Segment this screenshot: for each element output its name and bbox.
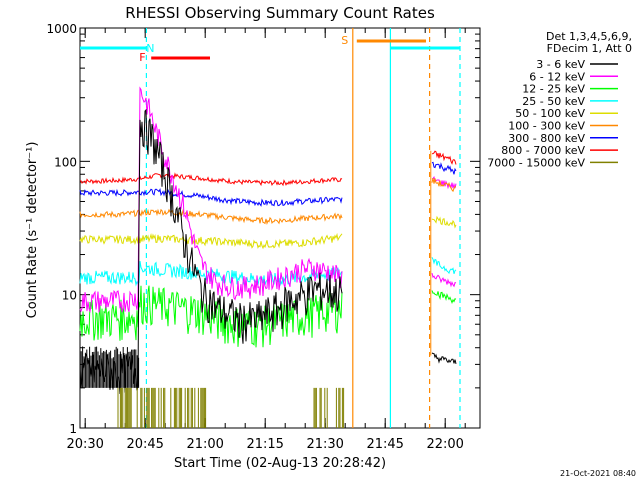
x-tick-label: 21:45 xyxy=(366,437,403,452)
x-tick-label: 21:00 xyxy=(186,437,223,452)
legend-header-2: FDecim 1, Att 0 xyxy=(547,42,632,55)
late-series-line xyxy=(431,272,457,288)
legend-header-1: Det 1,3,4,5,6,9, xyxy=(546,30,632,43)
chart-title: RHESSI Observing Summary Count Rates xyxy=(125,4,435,22)
series-7000-15000kev xyxy=(313,387,328,428)
late-series-line xyxy=(431,161,457,175)
x-tick-label: 21:15 xyxy=(246,437,283,452)
late-series-line xyxy=(431,177,456,193)
legend-label: 800 - 7000 keV xyxy=(501,144,585,157)
y-tick-label: 10 xyxy=(62,289,77,303)
x-tick-label: 21:30 xyxy=(306,437,343,452)
x-tick-label: 20:30 xyxy=(66,437,103,452)
series-line xyxy=(79,86,343,314)
series-line xyxy=(79,171,343,187)
series-7000-15000kev xyxy=(117,387,207,428)
late-series-line xyxy=(431,290,457,305)
late-series-line xyxy=(431,257,457,275)
series-line xyxy=(79,208,343,226)
series-line xyxy=(79,108,343,395)
flag-label: N xyxy=(146,42,154,55)
series-line xyxy=(79,285,343,348)
late-series-line xyxy=(431,352,457,365)
x-tick-label: 20:45 xyxy=(126,437,163,452)
legend-label: 12 - 25 keV xyxy=(522,83,585,96)
x-axis-label: Start Time (02-Aug-13 20:28:42) xyxy=(174,456,386,471)
flag-label: S xyxy=(341,34,348,47)
late-series-line xyxy=(431,150,457,165)
y-axis-label: Count Rate (s⁻¹ detector⁻¹) xyxy=(25,142,40,319)
late-series-line xyxy=(431,215,457,229)
y-tick-label: 100 xyxy=(54,155,77,169)
y-tick-label: 1 xyxy=(69,422,77,436)
series-7000-15000kev xyxy=(335,387,345,428)
legend-label: 300 - 800 keV xyxy=(508,132,585,145)
legend-label: 3 - 6 keV xyxy=(536,58,585,71)
x-tick-label: 22:00 xyxy=(426,437,463,452)
flag-label: F xyxy=(139,51,145,64)
series-line xyxy=(79,232,343,250)
legend-label: 7000 - 15000 keV xyxy=(487,156,585,169)
legend-label: 50 - 100 keV xyxy=(515,107,585,120)
plot-layer: 1 10 100 1000 20:30 20:45 21:00 21:15 21:30 21:45… xyxy=(46,22,481,452)
legend-label: 6 - 12 keV xyxy=(529,70,585,83)
footer-timestamp: 21-Oct-2021 08:40 xyxy=(560,469,636,478)
series-line xyxy=(79,261,343,287)
legend-label: 25 - 50 keV xyxy=(522,95,585,108)
plot-frame xyxy=(79,27,481,429)
series-line xyxy=(79,187,343,207)
series-3-6kev-preflare xyxy=(80,346,140,388)
legend-label: 100 - 300 keV xyxy=(508,120,585,133)
y-tick-label: 1000 xyxy=(46,22,77,36)
